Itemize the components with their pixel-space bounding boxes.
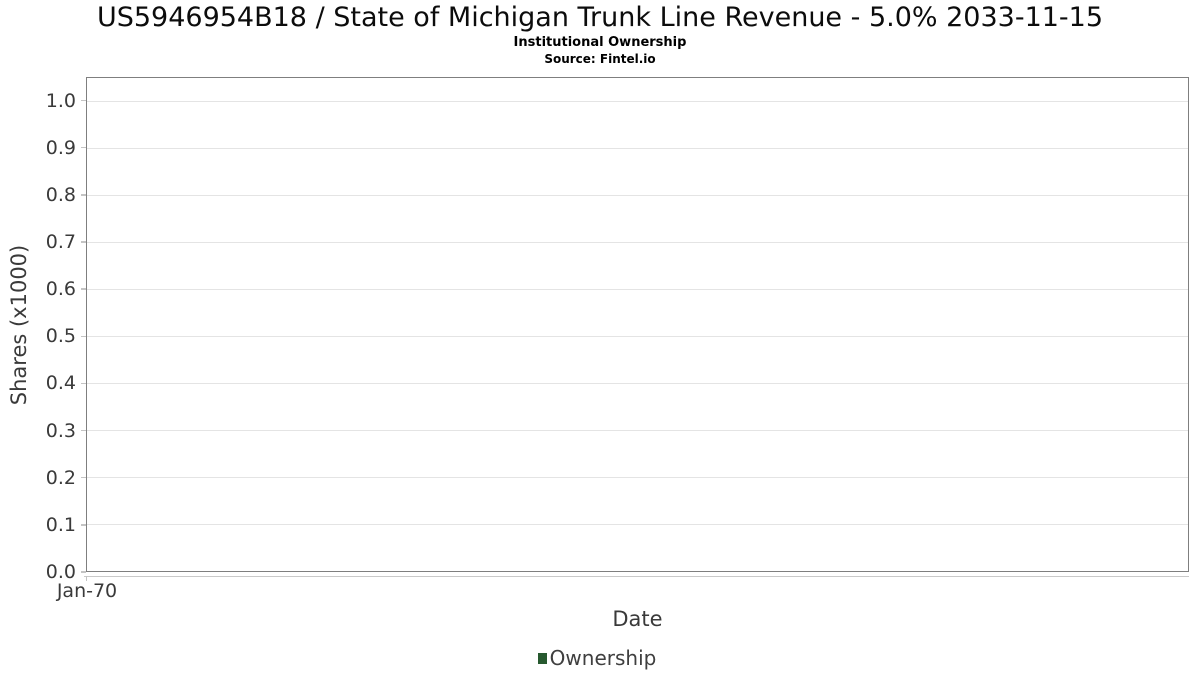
- chart-title: US5946954B18 / State of Michigan Trunk L…: [96, 2, 1104, 33]
- y-tick-label: 0.5: [45, 325, 76, 348]
- plot-area: [86, 77, 1189, 572]
- gridline: [87, 148, 1188, 150]
- y-tick-mark: [81, 99, 86, 102]
- y-tick-mark: [81, 194, 86, 196]
- y-axis-ticks: 0.0 0.1 0.2 0.3 0.4 0.5 0.6 0.7 0.8 0.9 1.0: [0, 77, 86, 583]
- y-tick-mark: [81, 241, 86, 243]
- gridline: [87, 477, 1188, 479]
- y-tick-label: 0.9: [45, 136, 76, 159]
- x-tick-mark: [86, 576, 88, 581]
- y-tick-label: 0.2: [45, 466, 76, 489]
- y-tick-label: 0.1: [45, 513, 76, 536]
- y-tick-label: 0.7: [45, 230, 76, 253]
- y-tick-label: 0.3: [45, 419, 76, 442]
- x-axis-line: [84, 576, 1189, 578]
- y-tick-label: 0.0: [45, 561, 76, 583]
- y-tick-label: 0.8: [45, 183, 76, 206]
- y-tick-label: 0.6: [45, 278, 76, 301]
- y-tick-mark: [81, 524, 86, 526]
- y-tick-mark: [81, 335, 86, 337]
- gridline: [87, 242, 1188, 244]
- x-tick-label: Jan-70: [56, 580, 118, 602]
- y-tick-mark: [81, 147, 86, 149]
- gridline: [87, 430, 1188, 432]
- gridline: [87, 383, 1188, 385]
- legend-marker-ownership: [537, 652, 547, 664]
- x-axis-label: Date: [612, 607, 663, 631]
- y-tick-mark: [81, 382, 86, 385]
- chart-subtitle: Institutional Ownership: [513, 35, 687, 50]
- gridline: [87, 289, 1188, 291]
- y-tick-mark: [81, 477, 86, 479]
- legend-label-ownership: Ownership: [549, 646, 657, 670]
- y-tick-label: 0.4: [45, 372, 76, 395]
- y-tick-label: 1.0: [45, 89, 76, 112]
- gridline: [87, 101, 1188, 103]
- gridline: [87, 524, 1188, 526]
- y-tick-mark: [81, 429, 86, 432]
- gridline: [87, 336, 1188, 338]
- legend: Ownership: [0, 646, 1194, 670]
- y-tick-mark: [81, 571, 86, 573]
- gridline: [87, 195, 1188, 197]
- chart-source-credit: Source: Fintel.io: [544, 52, 656, 66]
- y-tick-mark: [81, 288, 86, 290]
